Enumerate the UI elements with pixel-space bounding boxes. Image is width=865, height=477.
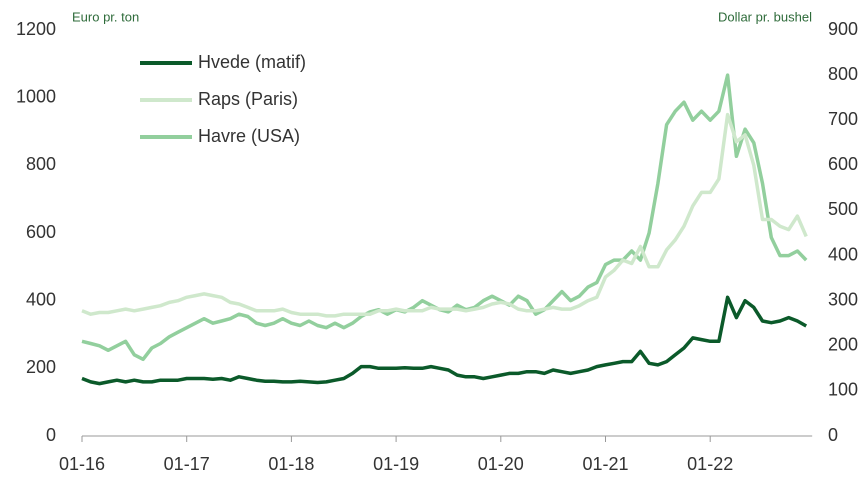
y2-axis-label: Dollar pr. bushel (718, 9, 812, 24)
x-tick-label: 01-22 (687, 454, 733, 474)
y2-tick-label: 900 (828, 19, 858, 39)
y-axis-label: Euro pr. ton (72, 9, 139, 24)
y2-tick-label: 200 (828, 335, 858, 355)
y2-tick-label: 400 (828, 244, 858, 264)
line-series (81, 112, 808, 318)
y2-tick-label: 700 (828, 109, 858, 129)
legend-label: Hvede (matif) (198, 52, 306, 72)
y-tick-label: 400 (26, 289, 56, 309)
y2-tick-label: 300 (828, 289, 858, 309)
y-tick-label: 600 (26, 222, 56, 242)
x-tick-label: 01-19 (373, 454, 419, 474)
y2-tick-label: 100 (828, 380, 858, 400)
x-tick-label: 01-17 (164, 454, 210, 474)
y-tick-label: 1200 (16, 19, 56, 39)
x-tick-label: 01-16 (59, 454, 105, 474)
line-series (81, 295, 808, 386)
y-tick-label: 1000 (16, 86, 56, 106)
legend-label: Havre (USA) (198, 126, 300, 146)
x-tick-label: 01-18 (268, 454, 314, 474)
x-tick-label: 01-21 (582, 454, 628, 474)
y2-tick-label: 600 (828, 154, 858, 174)
line-series (81, 73, 808, 362)
y2-tick-label: 500 (828, 199, 858, 219)
x-tick-label: 01-20 (478, 454, 524, 474)
y-tick-label: 200 (26, 357, 56, 377)
legend-label: Raps (Paris) (198, 89, 298, 109)
y2-tick-label: 800 (828, 64, 858, 84)
y-tick-label: 0 (46, 425, 56, 445)
y-tick-label: 800 (26, 154, 56, 174)
y2-tick-label: 0 (828, 425, 838, 445)
